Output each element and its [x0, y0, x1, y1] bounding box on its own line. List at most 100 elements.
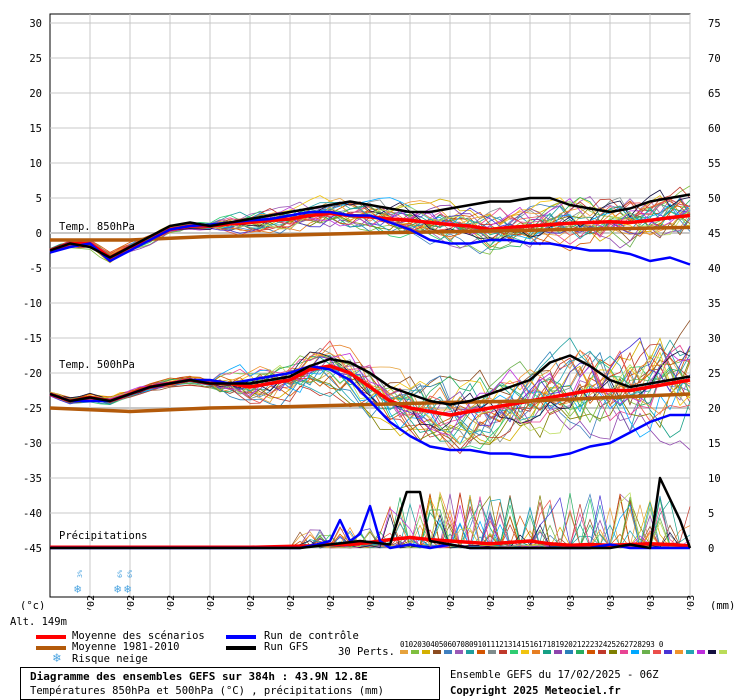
chart-title: Diagramme des ensembles GEFS sur 384h : … — [30, 670, 368, 683]
right-tick-label: 40 — [708, 263, 721, 275]
date-tick-label: 19/02 — [126, 595, 137, 610]
right-tick-label: 60 — [708, 123, 721, 135]
snow-percent-2: 6% — [116, 570, 124, 578]
pert-swatch — [543, 650, 551, 654]
right-tick-label: 65 — [708, 88, 721, 100]
right-tick-label: 25 — [708, 368, 721, 380]
series-line-t850 — [49, 210, 691, 266]
pert-swatch — [499, 650, 507, 654]
left-tick-label: -25 — [23, 403, 42, 415]
series-line-t500 — [49, 392, 691, 414]
pert-swatch — [444, 650, 452, 654]
legend-label-control: Run de contrôle — [264, 630, 359, 642]
pert-swatch — [686, 650, 694, 654]
left-tick-label: 15 — [29, 123, 42, 135]
left-tick-label: -5 — [29, 263, 42, 275]
pert-swatch — [697, 650, 705, 654]
snowflake-icon: ❄ — [53, 651, 61, 666]
date-tick-label: 20/02 — [166, 595, 177, 610]
left-tick-label: -10 — [23, 298, 42, 310]
left-tick-label: 10 — [29, 158, 42, 170]
perts-label: 30 Perts. — [338, 646, 395, 658]
left-unit-label: (°c) — [20, 600, 45, 610]
left-tick-label: 25 — [29, 53, 42, 65]
main-series — [49, 193, 692, 550]
date-tick-label: 18/02 — [86, 595, 97, 610]
date-tick-label: 03/03 — [606, 595, 617, 610]
left-tick-label: -35 — [23, 473, 42, 485]
left-tick-label: -20 — [23, 368, 42, 380]
pert-swatch — [422, 650, 430, 654]
pert-swatch — [719, 650, 727, 654]
legend-label-snow: Risque neige — [72, 653, 148, 665]
series-line-t850 — [49, 193, 691, 259]
pert-swatch — [609, 650, 617, 654]
left-tick-label: 5 — [36, 193, 42, 205]
left-axis: 30 25 20 15 10 5 0 -5 -10 -15 -20 -25 -30 -35 -40 -45 — [23, 18, 42, 555]
legend-line-mean — [36, 635, 66, 639]
snow-marker-1: ❄ — [74, 582, 82, 596]
annotation-t500: Temp. 500hPa — [59, 359, 135, 371]
right-tick-label: 45 — [708, 228, 721, 240]
pert-swatch — [521, 650, 529, 654]
pert-swatch — [455, 650, 463, 654]
legend-label-gfs: Run GFS — [264, 641, 309, 653]
pert-swatch — [433, 650, 441, 654]
pert-swatch — [642, 650, 650, 654]
snow-marker-3: ❄ — [124, 582, 132, 596]
date-tick-label: 25/02 — [366, 595, 377, 610]
right-tick-label: 75 — [708, 18, 721, 30]
pert-numbers: 0102030405060708091011121314151617181920… — [400, 640, 664, 649]
date-tick-label: 24/02 — [326, 595, 337, 610]
date-axis: 18/02 19/02 20/02 21/02 22/02 23/02 24/02 25/02… — [86, 595, 697, 610]
date-tick-label: 04/03 — [646, 595, 657, 610]
right-tick-label: 15 — [708, 438, 721, 450]
series-line-precip — [50, 476, 692, 550]
series-line-t500 — [49, 354, 691, 406]
legend-line-climatology — [36, 646, 66, 650]
pert-swatch — [477, 650, 485, 654]
pert-swatch — [653, 650, 661, 654]
left-tick-label: -40 — [23, 508, 42, 520]
chart-subtitle: Températures 850hPa et 500hPa (°C) , pré… — [30, 685, 385, 697]
snow-marker-2: ❄ — [114, 582, 122, 596]
right-tick-label: 0 — [708, 543, 714, 555]
date-tick-label: 26/02 — [406, 595, 417, 610]
right-tick-label: 5 — [708, 508, 714, 520]
date-tick-label: 28/02 — [486, 595, 497, 610]
pert-swatch — [565, 650, 573, 654]
right-tick-label: 20 — [708, 403, 721, 415]
legend-line-gfs — [226, 646, 256, 650]
left-tick-label: -30 — [23, 438, 42, 450]
snow-percent-1: 3% — [76, 570, 84, 578]
legend-label-climatology: Moyenne 1981-2010 — [72, 641, 180, 653]
pert-swatch — [400, 650, 408, 654]
date-tick-label: 23/02 — [286, 595, 297, 610]
right-tick-label: 70 — [708, 53, 721, 65]
date-tick-label: 02/03 — [566, 595, 577, 610]
pert-swatch — [620, 650, 628, 654]
pert-swatch — [554, 650, 562, 654]
pert-swatch — [466, 650, 474, 654]
snow-percent-3: 6% — [126, 570, 134, 578]
left-tick-label: -45 — [23, 543, 42, 555]
ensemble-label: Ensemble GEFS du 17/02/2025 - 06Z — [450, 669, 659, 681]
altitude-label: Alt. 149m — [10, 616, 67, 628]
date-tick-label: 21/02 — [206, 595, 217, 610]
series-line-t850 — [50, 225, 691, 242]
left-tick-label: 30 — [29, 18, 42, 30]
right-tick-label: 50 — [708, 193, 721, 205]
copyright: Copyright 2025 Meteociel.fr — [450, 685, 621, 697]
annotation-precip: Précipitations — [59, 530, 148, 542]
right-tick-label: 35 — [708, 298, 721, 310]
pert-swatch — [411, 650, 419, 654]
left-tick-label: -15 — [23, 333, 42, 345]
date-tick-label: 27/02 — [446, 595, 457, 610]
pert-swatch — [576, 650, 584, 654]
pert-swatch — [587, 650, 595, 654]
pert-swatch — [708, 650, 716, 654]
right-tick-label: 55 — [708, 158, 721, 170]
right-unit-label: (mm) — [710, 600, 735, 610]
